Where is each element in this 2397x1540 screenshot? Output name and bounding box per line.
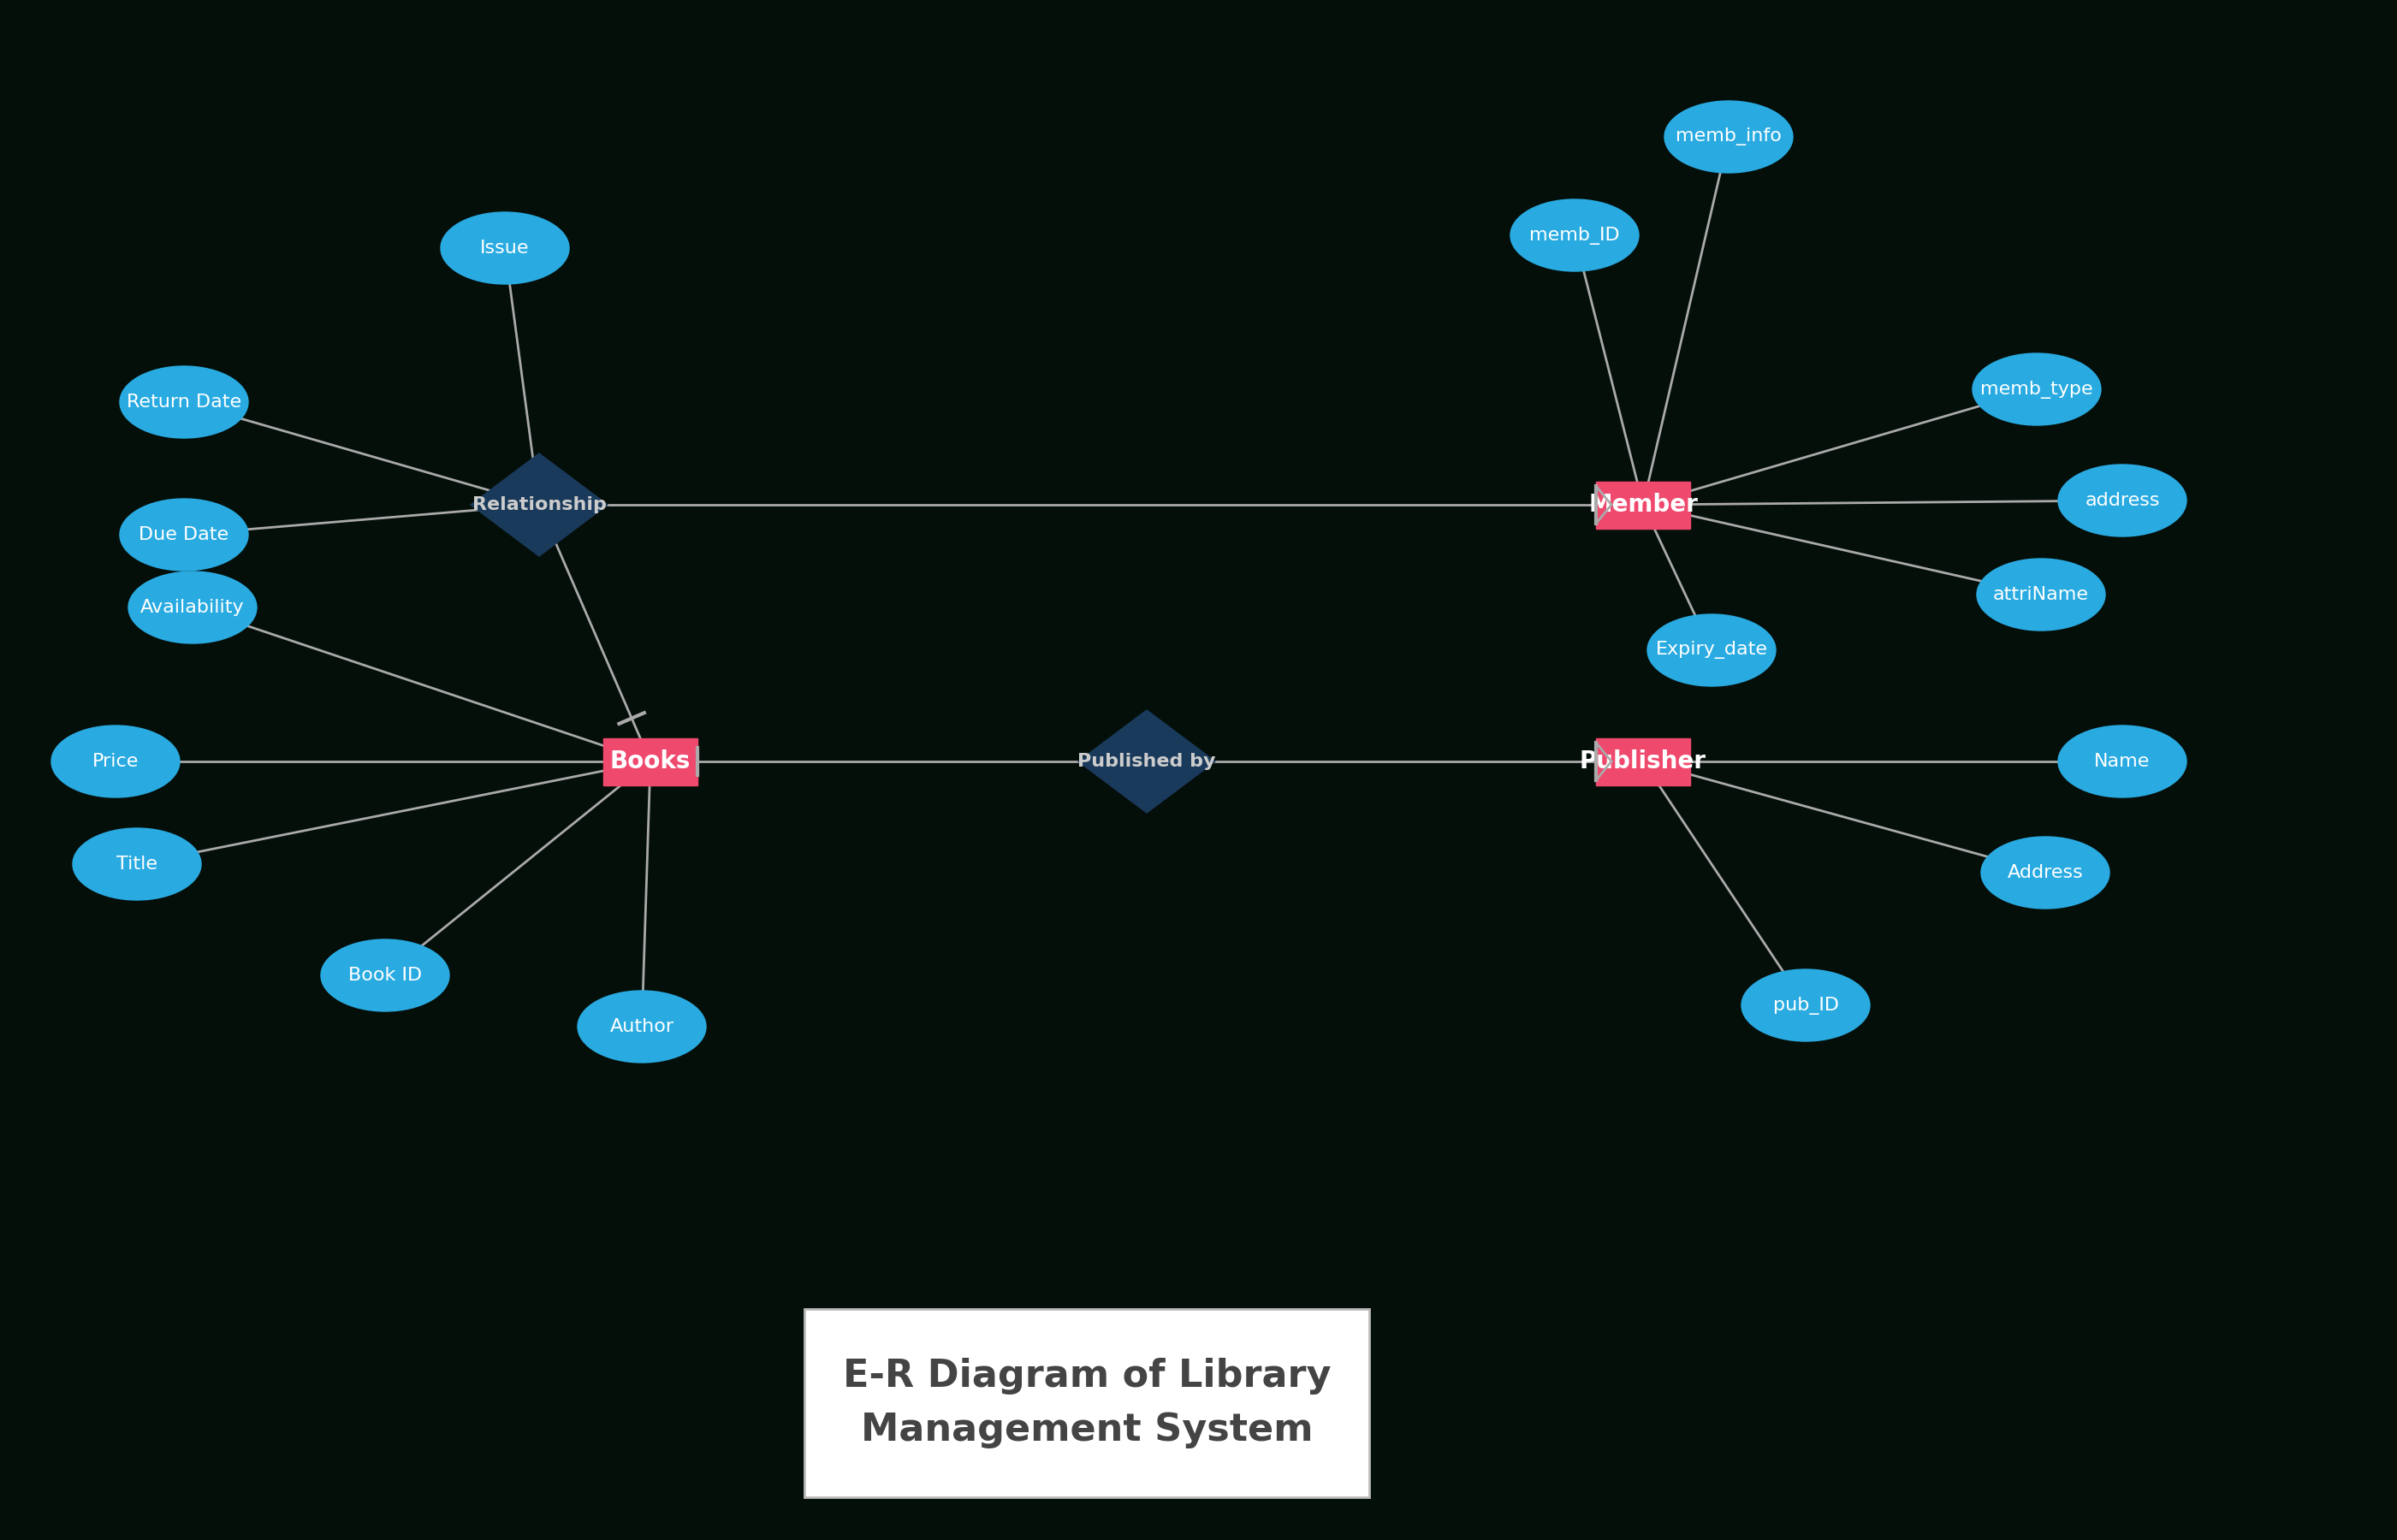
Ellipse shape xyxy=(1978,559,2105,630)
Text: Availability: Availability xyxy=(141,599,244,616)
Text: Books: Books xyxy=(609,750,690,773)
Text: attriName: attriName xyxy=(1992,587,2088,604)
Ellipse shape xyxy=(441,213,568,283)
Text: Expiry_date: Expiry_date xyxy=(1656,641,1767,659)
Ellipse shape xyxy=(2059,725,2186,798)
FancyBboxPatch shape xyxy=(805,1309,1369,1497)
Text: memb_info: memb_info xyxy=(1676,128,1781,146)
Text: Book ID: Book ID xyxy=(348,967,422,984)
Text: Publisher: Publisher xyxy=(1580,750,1707,773)
Text: Price: Price xyxy=(91,753,139,770)
Ellipse shape xyxy=(120,367,249,437)
FancyBboxPatch shape xyxy=(1596,738,1690,785)
Ellipse shape xyxy=(2059,465,2186,536)
Text: Title: Title xyxy=(117,856,158,873)
Polygon shape xyxy=(1079,710,1215,813)
Ellipse shape xyxy=(120,499,249,571)
FancyBboxPatch shape xyxy=(1596,480,1690,528)
Text: Return Date: Return Date xyxy=(127,394,242,411)
Text: Address: Address xyxy=(2006,864,2083,881)
Text: memb_ID: memb_ID xyxy=(1529,226,1620,245)
Ellipse shape xyxy=(72,829,201,899)
Text: pub_ID: pub_ID xyxy=(1774,996,1838,1015)
Ellipse shape xyxy=(1973,353,2100,425)
Ellipse shape xyxy=(50,725,180,798)
Text: Due Date: Due Date xyxy=(139,527,230,544)
Text: Issue: Issue xyxy=(479,240,530,257)
Ellipse shape xyxy=(1647,614,1776,687)
Ellipse shape xyxy=(1980,836,2109,909)
Text: E-R Diagram of Library
Management System: E-R Diagram of Library Management System xyxy=(844,1358,1330,1449)
Ellipse shape xyxy=(578,990,707,1063)
Polygon shape xyxy=(470,453,606,556)
Ellipse shape xyxy=(1664,102,1793,172)
Text: Published by: Published by xyxy=(1079,753,1215,770)
Text: Author: Author xyxy=(609,1018,674,1035)
Ellipse shape xyxy=(321,939,448,1012)
Text: Relationship: Relationship xyxy=(472,496,606,513)
Ellipse shape xyxy=(1510,199,1640,271)
Text: memb_type: memb_type xyxy=(1980,380,2093,399)
Ellipse shape xyxy=(1743,969,1870,1041)
Text: Member: Member xyxy=(1589,493,1697,517)
Text: Name: Name xyxy=(2095,753,2150,770)
Ellipse shape xyxy=(129,571,256,644)
FancyBboxPatch shape xyxy=(604,738,698,785)
Text: address: address xyxy=(2085,491,2160,510)
